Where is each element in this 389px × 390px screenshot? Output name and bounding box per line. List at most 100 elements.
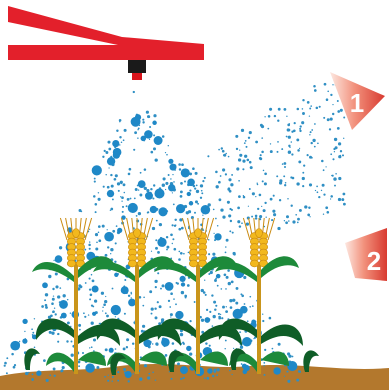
fine-droplet [330, 153, 333, 156]
fine-droplet [269, 107, 273, 111]
fine-droplet [31, 373, 34, 376]
ground-leaf [168, 350, 184, 372]
fine-droplet [128, 167, 132, 171]
wheat-leaf [218, 318, 257, 340]
fine-droplet [256, 182, 258, 184]
fine-droplet [152, 371, 154, 373]
fine-droplet [228, 214, 232, 218]
fine-droplet [101, 224, 105, 228]
fine-droplet [70, 353, 74, 357]
fine-droplet [219, 175, 222, 177]
fine-droplet [48, 274, 52, 279]
coarse-droplet [168, 184, 176, 192]
fine-droplet [237, 158, 242, 162]
fine-droplet [104, 375, 106, 378]
fine-droplet [261, 205, 263, 208]
fine-droplet [296, 182, 300, 186]
fine-droplet [150, 187, 153, 191]
fine-droplet [78, 323, 82, 327]
fine-droplet [18, 340, 21, 343]
fine-droplet [323, 193, 326, 196]
fine-droplet [271, 347, 274, 350]
fine-droplet [113, 177, 117, 181]
fine-droplet [164, 188, 167, 191]
fine-droplet [287, 150, 292, 154]
fine-droplet [88, 247, 91, 250]
fine-droplet [153, 114, 157, 118]
fine-droplet [157, 251, 160, 254]
fine-droplet [114, 242, 117, 245]
fine-droplet [105, 173, 107, 176]
coarse-droplet [59, 299, 68, 309]
fine-droplet [11, 352, 14, 356]
fine-droplet [120, 182, 123, 185]
fine-droplet [307, 213, 311, 217]
fine-droplet [88, 243, 91, 247]
fine-droplet [259, 157, 263, 161]
fine-droplet [330, 93, 333, 97]
fine-droplet [91, 279, 95, 283]
fine-droplet [135, 215, 138, 217]
fine-droplet [167, 174, 170, 176]
fine-droplet [310, 141, 313, 145]
fine-droplet [341, 154, 345, 157]
fine-droplet [296, 138, 300, 142]
coarse-droplet [188, 201, 194, 206]
wheat-leaf [261, 324, 303, 346]
fine-droplet [120, 196, 122, 198]
fine-droplet [4, 361, 7, 365]
fine-droplet [214, 308, 217, 311]
fine-droplet [263, 362, 266, 364]
fine-droplet [325, 98, 329, 101]
fine-droplet [155, 342, 159, 346]
fine-droplet [78, 365, 81, 368]
fine-droplet [290, 141, 293, 143]
fine-droplet [103, 303, 106, 307]
fine-droplet [172, 238, 175, 241]
fine-droplet [306, 154, 309, 157]
fine-droplet [302, 112, 305, 115]
fine-droplet [229, 306, 233, 309]
fine-droplet [3, 364, 6, 367]
fine-droplet [164, 151, 167, 154]
fine-droplet [223, 273, 227, 277]
fine-droplet [89, 347, 91, 349]
fine-droplet [288, 144, 291, 148]
fine-droplet [189, 172, 193, 176]
fine-droplet [277, 342, 281, 346]
fine-droplet [121, 210, 124, 213]
fine-droplet [96, 241, 98, 244]
fine-droplet [150, 307, 154, 311]
fine-droplet [57, 295, 61, 299]
fine-droplet [150, 312, 153, 315]
fine-droplet [203, 176, 206, 179]
fine-droplet [134, 188, 138, 191]
fine-droplet [48, 330, 52, 334]
fine-droplet [158, 305, 162, 309]
fine-droplet [332, 158, 335, 161]
fine-droplet [32, 331, 35, 334]
fine-droplet [211, 294, 214, 297]
fine-droplet [178, 168, 182, 171]
fine-droplet [298, 370, 301, 373]
fine-droplet [96, 366, 100, 369]
fine-droplet [123, 312, 126, 315]
fine-droplet [93, 177, 96, 180]
fine-droplet [242, 168, 245, 171]
fine-droplet [137, 137, 139, 139]
fine-droplet [79, 285, 83, 289]
fine-droplet [170, 233, 173, 237]
fine-droplet [263, 373, 266, 376]
fine-droplet [94, 233, 99, 237]
fine-droplet [263, 365, 265, 367]
fine-droplet [123, 191, 126, 194]
coarse-droplet [200, 205, 211, 215]
fine-droplet [180, 377, 183, 380]
fine-droplet [251, 215, 254, 218]
fine-droplet [13, 363, 17, 367]
fine-droplet [238, 179, 240, 182]
fine-droplet [208, 344, 211, 347]
fine-droplet [232, 251, 236, 256]
fine-droplet [243, 275, 247, 280]
